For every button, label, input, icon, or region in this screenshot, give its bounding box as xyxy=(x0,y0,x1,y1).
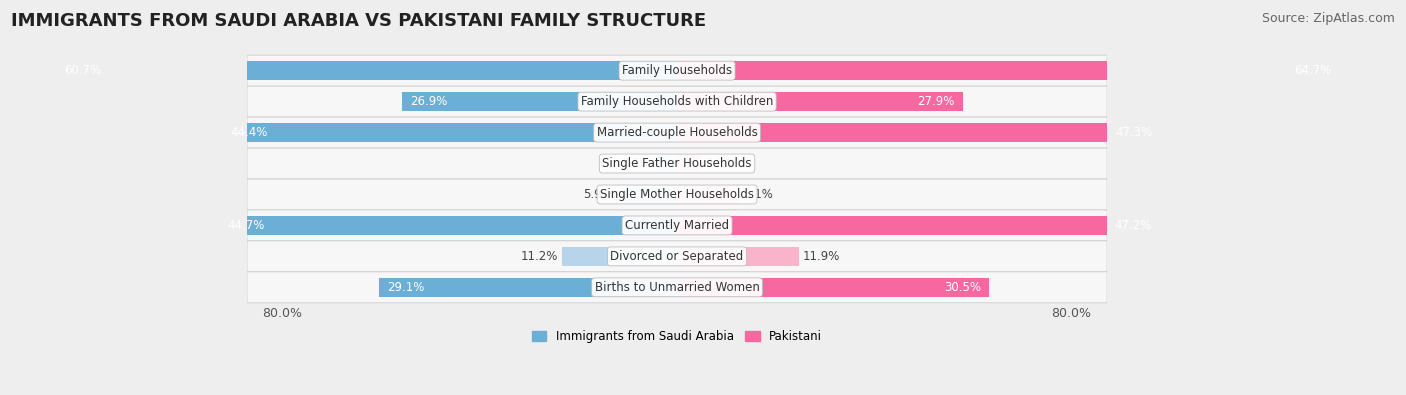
Text: 29.1%: 29.1% xyxy=(388,281,425,294)
Text: 5.9%: 5.9% xyxy=(583,188,613,201)
Bar xyxy=(380,278,678,297)
Text: Family Households with Children: Family Households with Children xyxy=(581,95,773,108)
Text: 80.0%: 80.0% xyxy=(1052,307,1091,320)
Text: 47.3%: 47.3% xyxy=(1116,126,1153,139)
FancyBboxPatch shape xyxy=(247,86,1107,117)
FancyBboxPatch shape xyxy=(247,210,1107,241)
FancyBboxPatch shape xyxy=(247,117,1107,148)
Bar xyxy=(678,216,1160,235)
Text: 11.2%: 11.2% xyxy=(522,250,558,263)
Legend: Immigrants from Saudi Arabia, Pakistani: Immigrants from Saudi Arabia, Pakistani xyxy=(527,325,827,348)
Text: 60.7%: 60.7% xyxy=(65,64,101,77)
Text: Births to Unmarried Women: Births to Unmarried Women xyxy=(595,281,759,294)
FancyBboxPatch shape xyxy=(247,179,1107,210)
Bar xyxy=(219,216,678,235)
Text: Single Mother Households: Single Mother Households xyxy=(600,188,754,201)
Bar xyxy=(678,92,963,111)
Text: 44.4%: 44.4% xyxy=(231,126,269,139)
Text: Single Father Households: Single Father Households xyxy=(602,157,752,170)
Text: 11.9%: 11.9% xyxy=(803,250,841,263)
Bar xyxy=(678,278,990,297)
Text: 26.9%: 26.9% xyxy=(411,95,447,108)
Text: 80.0%: 80.0% xyxy=(263,307,302,320)
Text: 2.1%: 2.1% xyxy=(621,157,651,170)
FancyBboxPatch shape xyxy=(247,272,1107,303)
FancyBboxPatch shape xyxy=(247,148,1107,179)
Text: IMMIGRANTS FROM SAUDI ARABIA VS PAKISTANI FAMILY STRUCTURE: IMMIGRANTS FROM SAUDI ARABIA VS PAKISTAN… xyxy=(11,12,706,30)
Bar xyxy=(562,247,678,266)
Bar xyxy=(655,154,678,173)
Text: 47.2%: 47.2% xyxy=(1115,219,1152,232)
Bar xyxy=(402,92,678,111)
Bar xyxy=(678,61,1340,80)
FancyBboxPatch shape xyxy=(247,55,1107,86)
Bar xyxy=(222,123,678,142)
Bar xyxy=(56,61,678,80)
Bar xyxy=(678,123,1161,142)
Text: 2.3%: 2.3% xyxy=(704,157,734,170)
Text: 6.1%: 6.1% xyxy=(744,188,773,201)
Text: 44.7%: 44.7% xyxy=(228,219,266,232)
Text: 30.5%: 30.5% xyxy=(943,281,981,294)
Text: Family Households: Family Households xyxy=(621,64,733,77)
Text: Divorced or Separated: Divorced or Separated xyxy=(610,250,744,263)
Bar xyxy=(617,185,678,204)
Bar xyxy=(678,154,700,173)
FancyBboxPatch shape xyxy=(247,241,1107,272)
Bar xyxy=(678,247,799,266)
Text: Married-couple Households: Married-couple Households xyxy=(596,126,758,139)
Text: Source: ZipAtlas.com: Source: ZipAtlas.com xyxy=(1261,12,1395,25)
Text: 64.7%: 64.7% xyxy=(1294,64,1331,77)
Text: 27.9%: 27.9% xyxy=(917,95,955,108)
Bar xyxy=(678,185,740,204)
Text: Currently Married: Currently Married xyxy=(626,219,730,232)
